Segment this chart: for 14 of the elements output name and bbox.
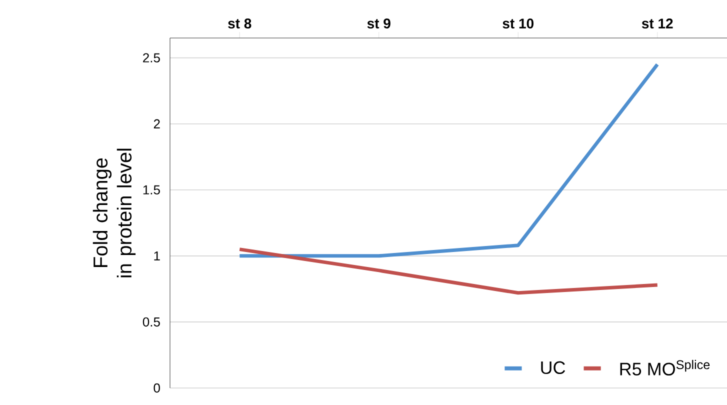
x-tick-label: st 9: [367, 18, 390, 28]
y-tick-label: 2.5: [143, 53, 160, 62]
legend-label: R5 MO$^{Splice}$: [620, 360, 710, 376]
y-tick-label: 0: [154, 383, 160, 393]
x-tick-label: st 10: [502, 18, 534, 28]
y-tick-label: 2: [154, 119, 160, 128]
line-series: [238, 248, 660, 295]
y-tick-label: 1.5: [143, 185, 160, 194]
legend-label: UC: [541, 361, 566, 374]
y-axis-title: Fold change in protein level: [92, 148, 136, 278]
y-tick-label: 0.5: [142, 317, 160, 327]
x-tick-label: st 12: [642, 18, 673, 28]
x-tick-label: st 8: [228, 18, 252, 28]
y-tick-label: 1: [154, 251, 160, 260]
